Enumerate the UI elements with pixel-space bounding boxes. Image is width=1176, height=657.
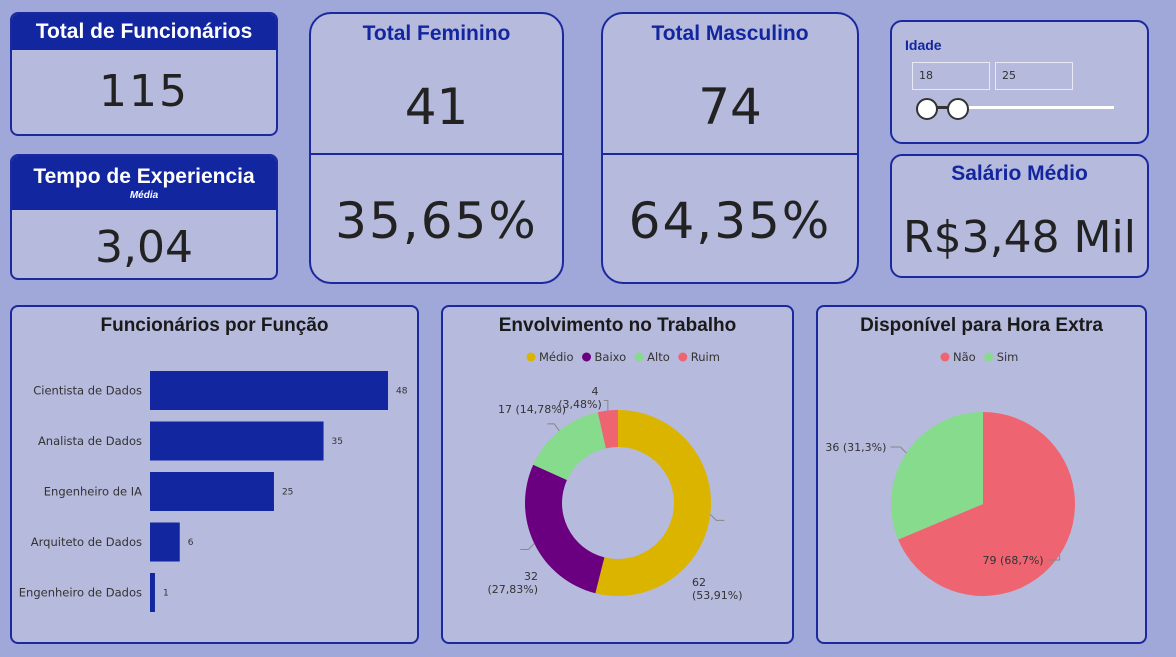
age-slicer-card: Idade 18 25 bbox=[890, 20, 1149, 144]
donut-label-baixo-value: 32 bbox=[524, 570, 538, 583]
engagement-chart-title: Envolvimento no Trabalho bbox=[498, 315, 737, 336]
donut-slice-ruim[interactable] bbox=[597, 410, 618, 449]
leader-line-sim bbox=[890, 446, 907, 454]
kpi-salary-card: Salário Médio R$3,48 Mil bbox=[890, 154, 1149, 278]
kpi-male-divider bbox=[603, 153, 857, 155]
engagement-donut-chart: Médio Baixo Alto Ruim 62(53,91%) 32(27,83%) 17… bbox=[487, 350, 743, 602]
donut-slice-baixo[interactable] bbox=[525, 464, 605, 594]
kpi-experience-card: Tempo de Experiencia Média 3,04 bbox=[10, 154, 278, 280]
age-max-input[interactable]: 25 bbox=[995, 62, 1073, 90]
legend-marker-nao bbox=[940, 352, 950, 362]
donut-label-alto: 17 (14,78%) bbox=[498, 403, 566, 416]
kpi-male-count: 74 bbox=[698, 78, 762, 136]
kpi-experience-subtitle: Média bbox=[129, 190, 159, 201]
pie-slice-sim[interactable] bbox=[891, 412, 983, 540]
role-bar-chart: Cientista de Dados 48 Analista de Dados 35 E… bbox=[19, 371, 408, 612]
donut-label-medio-pct: (53,91%) bbox=[692, 589, 743, 602]
leader-line-ruim bbox=[603, 400, 609, 411]
age-slider-min-handle[interactable] bbox=[916, 98, 938, 120]
bar-engenheiro-de-dados[interactable] bbox=[150, 573, 155, 612]
kpi-salary-value: R$3,48 Mil bbox=[903, 212, 1136, 263]
legend-label-sim[interactable]: Sim bbox=[997, 350, 1019, 364]
legend-marker-ruim bbox=[678, 352, 688, 362]
pie-slice-nao[interactable] bbox=[898, 412, 1075, 596]
legend-label-alto[interactable]: Alto bbox=[647, 350, 670, 364]
bar-arquiteto-de-dados[interactable] bbox=[150, 522, 180, 562]
age-slider-max-handle[interactable] bbox=[947, 98, 969, 120]
role-bar-chart-panel: Funcionários por Função Cientista de Dad… bbox=[10, 305, 419, 644]
pie-label-nao: 79 (68,7%) bbox=[983, 554, 1044, 567]
legend-marker-baixo bbox=[582, 352, 592, 362]
bar-category-label: Engenheiro de IA bbox=[44, 485, 142, 499]
legend-marker-medio bbox=[526, 352, 536, 362]
bar-cientista-de-dados[interactable] bbox=[150, 371, 388, 410]
legend-label-baixo[interactable]: Baixo bbox=[595, 350, 627, 364]
kpi-female-count: 41 bbox=[404, 78, 469, 136]
kpi-experience-header: Tempo de Experiencia Média bbox=[12, 156, 276, 210]
bar-data-label: 35 bbox=[332, 437, 343, 447]
role-chart-title: Funcionários por Função bbox=[100, 315, 329, 336]
age-slicer-title: Idade bbox=[905, 37, 942, 53]
legend-label-ruim[interactable]: Ruim bbox=[691, 350, 720, 364]
kpi-male-card: Total Masculino 74 64,35% bbox=[601, 12, 859, 284]
kpi-total-card: Total de Funcionários 115 bbox=[10, 12, 278, 136]
kpi-male-percent: 64,35% bbox=[628, 192, 832, 250]
overtime-pie-panel: Disponível para Hora Extra Não Sim 79 (68,… bbox=[816, 305, 1147, 644]
legend-marker-alto bbox=[634, 352, 644, 362]
legend-label-medio[interactable]: Médio bbox=[539, 350, 574, 364]
kpi-total-title: Total de Funcionários bbox=[12, 14, 276, 50]
age-slider-fill bbox=[927, 106, 958, 109]
kpi-female-title: Total Feminino bbox=[362, 22, 511, 45]
bar-engenheiro-de-ia[interactable] bbox=[150, 472, 274, 511]
bar-data-label: 48 bbox=[396, 387, 408, 397]
kpi-female-divider bbox=[311, 153, 562, 155]
age-slider-track[interactable] bbox=[927, 106, 1114, 109]
bar-category-label: Engenheiro de Dados bbox=[19, 586, 142, 600]
kpi-salary-title: Salário Médio bbox=[951, 162, 1088, 185]
legend-label-nao[interactable]: Não bbox=[953, 350, 976, 364]
leader-line-medio bbox=[709, 514, 725, 521]
bar-data-label: 6 bbox=[188, 538, 194, 548]
engagement-donut-panel: Envolvimento no Trabalho Médio Baixo Alto R… bbox=[441, 305, 794, 644]
kpi-experience-value: 3,04 bbox=[95, 222, 193, 273]
bar-data-label: 1 bbox=[163, 589, 169, 599]
kpi-male-title: Total Masculino bbox=[651, 22, 809, 45]
bar-analista-de-dados[interactable] bbox=[150, 421, 324, 461]
overtime-pie-chart: Não Sim 79 (68,7%) 36 (31,3%) bbox=[825, 350, 1075, 596]
kpi-total-value: 115 bbox=[99, 66, 189, 117]
kpi-female-card: Total Feminino 41 35,65% bbox=[309, 12, 564, 284]
overtime-chart-title: Disponível para Hora Extra bbox=[860, 315, 1103, 336]
kpi-experience-title: Tempo de Experiencia bbox=[33, 165, 255, 188]
leader-line-baixo bbox=[520, 543, 535, 551]
bar-category-label: Arquiteto de Dados bbox=[31, 535, 142, 549]
bar-category-label: Analista de Dados bbox=[38, 434, 142, 448]
donut-label-medio-value: 62 bbox=[692, 576, 706, 589]
leader-line-nao bbox=[1047, 554, 1061, 561]
kpi-female-percent: 35,65% bbox=[335, 192, 538, 250]
bar-category-label: Cientista de Dados bbox=[33, 384, 142, 398]
age-min-input[interactable]: 18 bbox=[912, 62, 990, 90]
donut-slice-medio[interactable] bbox=[595, 410, 711, 596]
bar-data-label: 25 bbox=[282, 488, 293, 498]
donut-slice-alto[interactable] bbox=[533, 412, 606, 480]
pie-label-sim: 36 (31,3%) bbox=[825, 441, 886, 454]
donut-label-ruim-value: 4 bbox=[592, 385, 599, 398]
donut-label-baixo-pct: (27,83%) bbox=[487, 583, 538, 596]
legend-marker-sim bbox=[984, 352, 994, 362]
leader-line-alto bbox=[547, 423, 560, 432]
donut-label-ruim-pct: (3,48%) bbox=[558, 398, 602, 411]
